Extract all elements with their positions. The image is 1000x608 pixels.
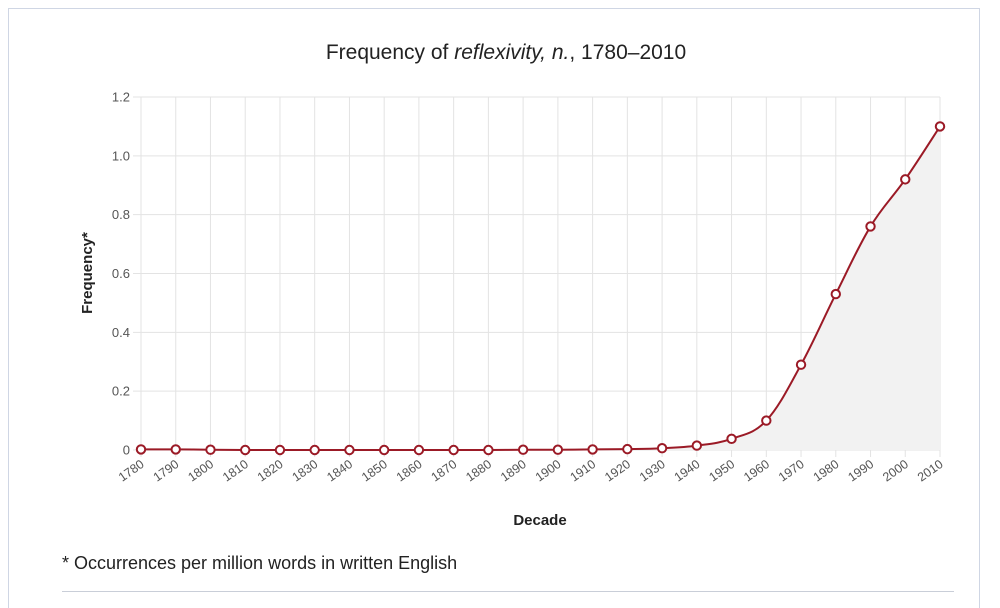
x-tick-label: 1840 xyxy=(324,457,355,484)
data-point[interactable] xyxy=(483,444,494,456)
x-tick-label: 1820 xyxy=(255,457,286,484)
chart-title-prefix: Frequency of xyxy=(326,41,454,64)
footer-divider xyxy=(62,591,954,592)
series-area xyxy=(141,126,940,451)
x-tick-label: 1780 xyxy=(116,457,147,484)
y-tick-label: 1.0 xyxy=(112,148,130,163)
chart-card xyxy=(8,8,980,608)
x-tick-label: 1880 xyxy=(463,457,494,484)
x-tick-label: 1940 xyxy=(672,457,703,484)
x-tick-label: 1910 xyxy=(568,457,599,484)
grid-lines xyxy=(133,96,941,457)
chart-title: Frequency of reflexivity, n., 1780–2010 xyxy=(326,41,686,64)
x-tick-label: 1930 xyxy=(637,457,668,484)
y-axis-label: Frequency* xyxy=(79,232,96,314)
y-tick-label: 1.2 xyxy=(112,90,130,105)
data-point[interactable] xyxy=(344,444,355,456)
data-point[interactable] xyxy=(795,359,807,370)
frequency-chart: Frequency of reflexivity, n., 1780–2010 … xyxy=(79,41,946,529)
y-tick-label: 0.4 xyxy=(112,325,130,340)
chart-title-word: reflexivity, n. xyxy=(454,41,569,64)
series-points xyxy=(135,121,946,456)
footnote: * Occurrences per million words in writt… xyxy=(62,553,458,573)
data-point[interactable] xyxy=(170,444,181,455)
x-tick-label: 1950 xyxy=(706,457,737,484)
x-tick-label: 1870 xyxy=(429,457,460,484)
chart-title-range: , 1780–2010 xyxy=(569,41,686,64)
data-point[interactable] xyxy=(587,444,598,455)
x-tick-label: 1790 xyxy=(151,457,182,484)
data-point[interactable] xyxy=(413,444,425,456)
data-point[interactable] xyxy=(378,444,390,456)
data-point[interactable] xyxy=(274,444,286,456)
data-point[interactable] xyxy=(622,443,633,455)
data-point[interactable] xyxy=(761,415,772,426)
x-tick-label: 1970 xyxy=(776,457,807,484)
x-tick-label: 1860 xyxy=(394,457,425,484)
data-point[interactable] xyxy=(726,433,737,445)
data-point[interactable] xyxy=(517,444,529,455)
data-point[interactable] xyxy=(691,440,703,451)
x-tick-label: 1900 xyxy=(533,457,564,484)
data-point[interactable] xyxy=(656,443,668,454)
data-point[interactable] xyxy=(135,444,147,455)
x-tick-label: 2000 xyxy=(880,457,911,484)
x-tick-label: 1810 xyxy=(220,457,251,484)
x-tick-label: 1800 xyxy=(185,457,216,484)
data-point[interactable] xyxy=(830,288,841,300)
x-tick-label: 1830 xyxy=(290,457,321,484)
x-tick-label: 1960 xyxy=(741,457,772,484)
x-tick-label: 1990 xyxy=(845,457,876,484)
x-axis-ticks: 1780 1790 1800 1810 1820 1830 1840 1850 1860 1870… xyxy=(116,457,946,484)
y-tick-label: 0 xyxy=(123,443,130,458)
y-axis-ticks: 0 0.2 0.4 0.6 0.8 1.0 1.2 xyxy=(112,90,130,458)
data-point[interactable] xyxy=(240,444,251,456)
x-tick-label: 1890 xyxy=(498,457,529,484)
data-point[interactable] xyxy=(205,444,216,455)
x-tick-label: 1920 xyxy=(602,457,633,484)
y-tick-label: 0.2 xyxy=(112,384,130,399)
y-tick-label: 0.8 xyxy=(112,207,130,222)
x-tick-label: 1980 xyxy=(811,457,842,484)
y-tick-label: 0.6 xyxy=(112,266,130,281)
x-tick-label: 1850 xyxy=(359,457,390,484)
data-point[interactable] xyxy=(448,444,459,456)
data-point[interactable] xyxy=(865,221,876,232)
data-point[interactable] xyxy=(309,444,320,456)
x-axis-label: Decade xyxy=(513,512,566,529)
data-point[interactable] xyxy=(900,174,911,185)
data-point[interactable] xyxy=(552,444,564,455)
x-tick-label: 2010 xyxy=(915,457,946,484)
data-point[interactable] xyxy=(934,121,946,132)
